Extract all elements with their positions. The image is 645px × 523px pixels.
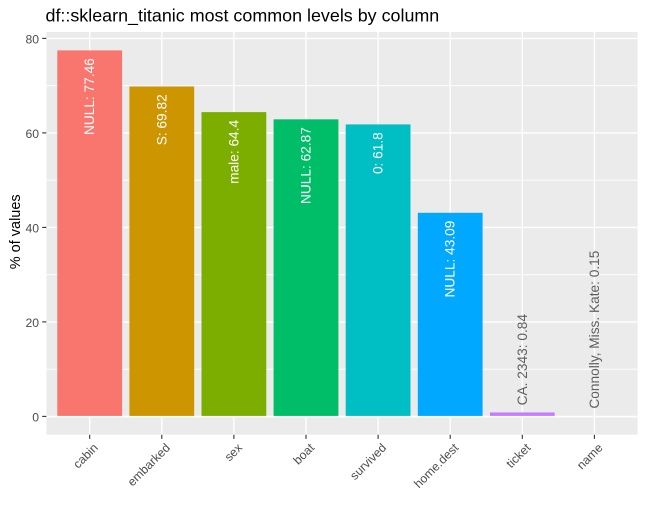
svg-text:0: 0 <box>32 411 39 425</box>
svg-text:0: 61.8: 0: 61.8 <box>371 132 386 174</box>
svg-text:df::sklearn_titanic most commo: df::sklearn_titanic most common levels b… <box>46 6 440 27</box>
svg-text:20: 20 <box>25 316 39 330</box>
svg-text:Connolly, Miss. Kate: 0.15: Connolly, Miss. Kate: 0.15 <box>587 250 602 408</box>
svg-text:% of values: % of values <box>8 194 24 269</box>
svg-text:NULL: 43.09: NULL: 43.09 <box>443 221 458 298</box>
svg-text:NULL: 77.46: NULL: 77.46 <box>82 58 97 135</box>
svg-text:NULL: 62.87: NULL: 62.87 <box>299 127 314 204</box>
svg-text:80: 80 <box>25 33 39 47</box>
svg-text:S: 69.82: S: 69.82 <box>154 94 169 145</box>
svg-text:60: 60 <box>25 127 39 141</box>
svg-text:male: 64.4: male: 64.4 <box>226 120 241 184</box>
svg-text:CA. 2343: 0.84: CA. 2343: 0.84 <box>515 314 530 406</box>
svg-text:40: 40 <box>25 222 39 236</box>
